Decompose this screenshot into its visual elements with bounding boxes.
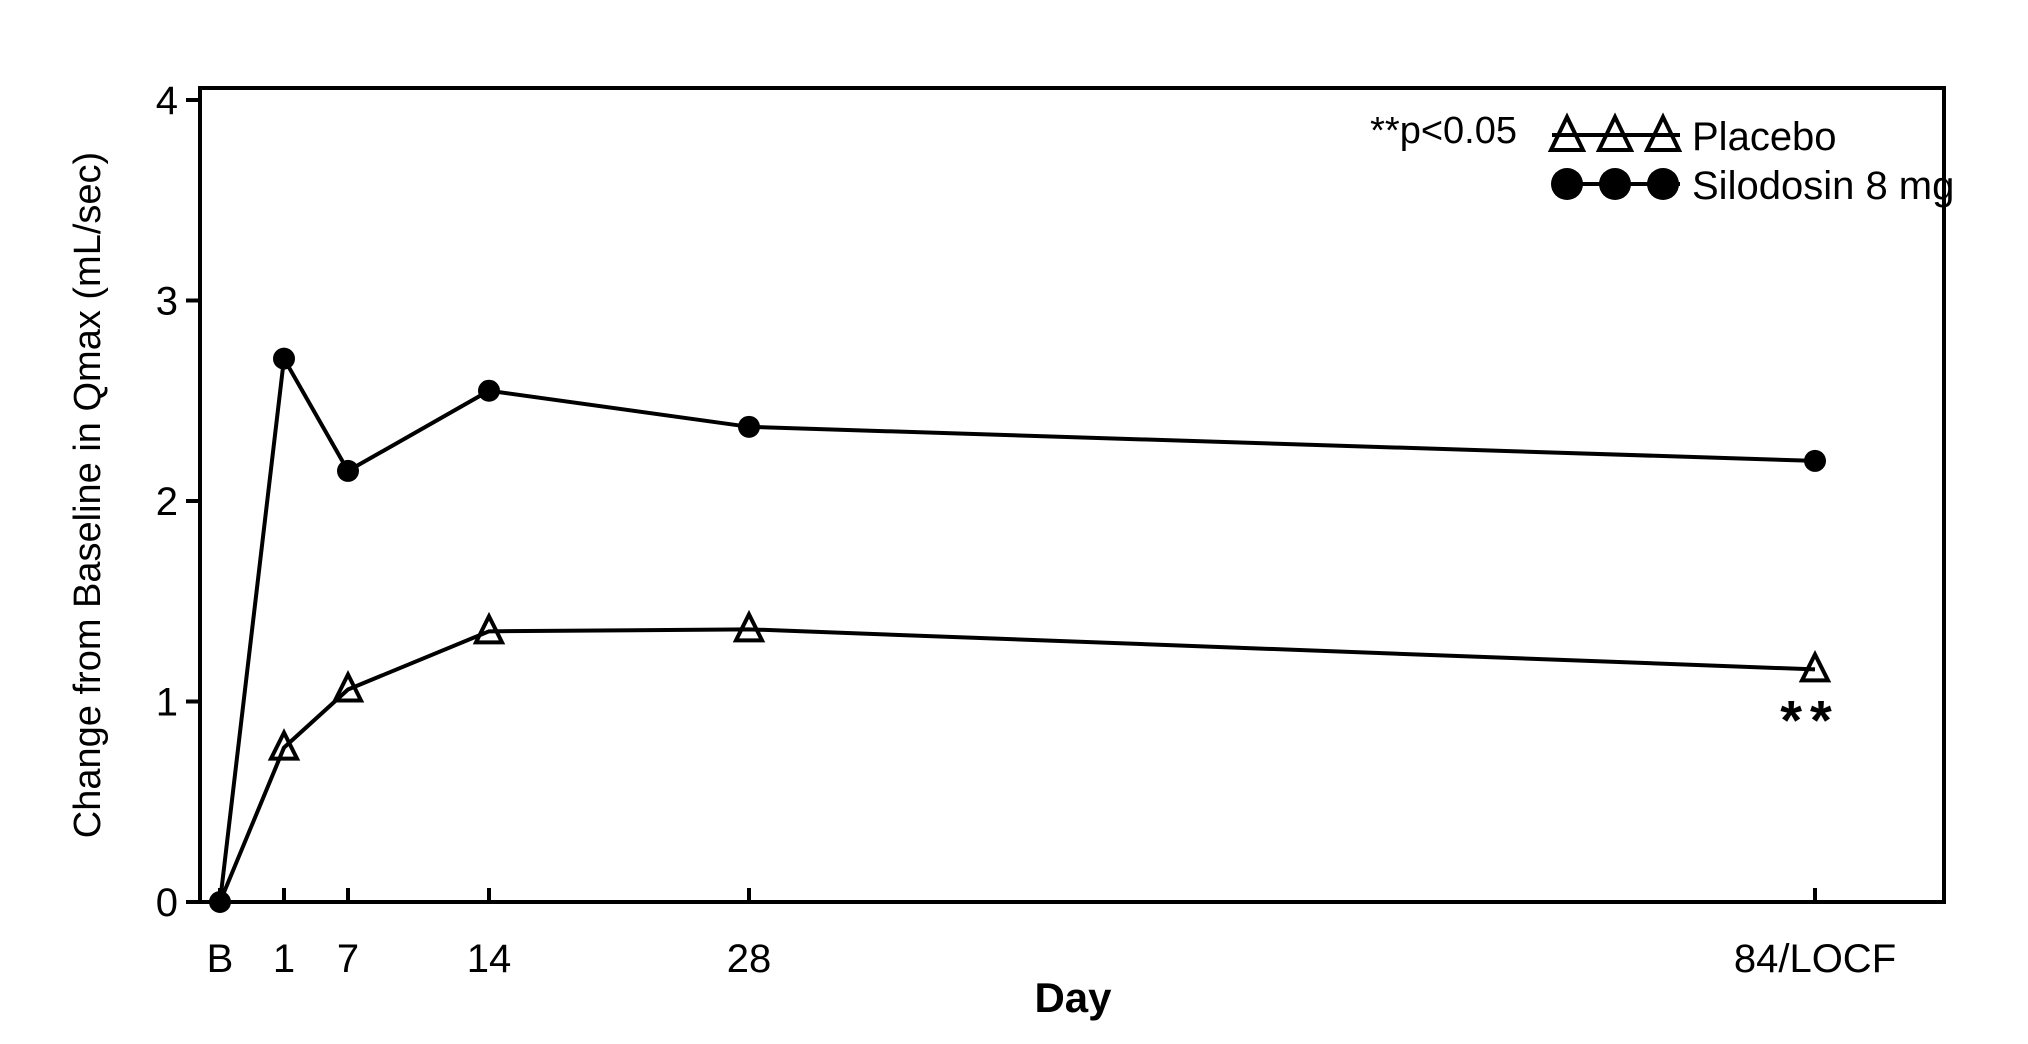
series-line-placebo bbox=[218, 627, 1816, 903]
x-tick-label: B bbox=[207, 937, 234, 981]
x-tick-label: 1 bbox=[273, 937, 295, 981]
significance-note: **p<0.05 bbox=[1370, 110, 1517, 152]
y-tick-label: 2 bbox=[156, 480, 178, 524]
data-point-triangle-placebo bbox=[472, 611, 506, 645]
data-point-triangle-placebo bbox=[331, 669, 365, 703]
legend-circle-icon bbox=[1599, 168, 1631, 200]
significance-asterisks: ** bbox=[1780, 689, 1840, 752]
data-point-circle-silodosin-8-mg bbox=[1804, 449, 1826, 472]
legend-circle-icon bbox=[1647, 168, 1679, 200]
series-line-silodosin-8-mg bbox=[218, 352, 1816, 903]
legend-triangle-icon bbox=[1547, 112, 1587, 152]
data-point-triangle-placebo bbox=[267, 728, 301, 761]
plot-frame bbox=[198, 86, 1946, 904]
y-tick-label: 0 bbox=[156, 881, 178, 925]
legend-circle-icon bbox=[1551, 168, 1583, 200]
data-point-circle-silodosin-8-mg bbox=[209, 891, 231, 913]
y-axis-title: Change from Baseline in Qmax (mL/sec) bbox=[67, 152, 109, 838]
data-point-circle-silodosin-8-mg bbox=[478, 379, 500, 402]
y-tick-label: 3 bbox=[156, 280, 178, 324]
legend-label-placebo: Placebo bbox=[1692, 115, 1837, 159]
y-tick-label: 1 bbox=[156, 681, 178, 725]
data-point-triangle-placebo bbox=[1798, 649, 1832, 683]
x-tick-label: 28 bbox=[727, 937, 772, 981]
x-tick-label: 7 bbox=[337, 937, 359, 981]
x-tick-label: 14 bbox=[467, 937, 512, 981]
legend-triangle-icon bbox=[1595, 112, 1635, 152]
legend-triangle-icon bbox=[1643, 112, 1683, 152]
y-tick-label: 4 bbox=[156, 79, 178, 123]
data-point-circle-silodosin-8-mg bbox=[337, 459, 359, 482]
legend-label-silodosin-8-mg: Silodosin 8 mg bbox=[1692, 164, 1954, 208]
x-tick-label: 84/LOCF bbox=[1734, 937, 1896, 981]
data-point-circle-silodosin-8-mg bbox=[273, 347, 295, 370]
x-axis-title: Day bbox=[1034, 974, 1112, 1021]
data-point-triangle-placebo bbox=[732, 609, 766, 643]
data-point-circle-silodosin-8-mg bbox=[738, 415, 760, 438]
